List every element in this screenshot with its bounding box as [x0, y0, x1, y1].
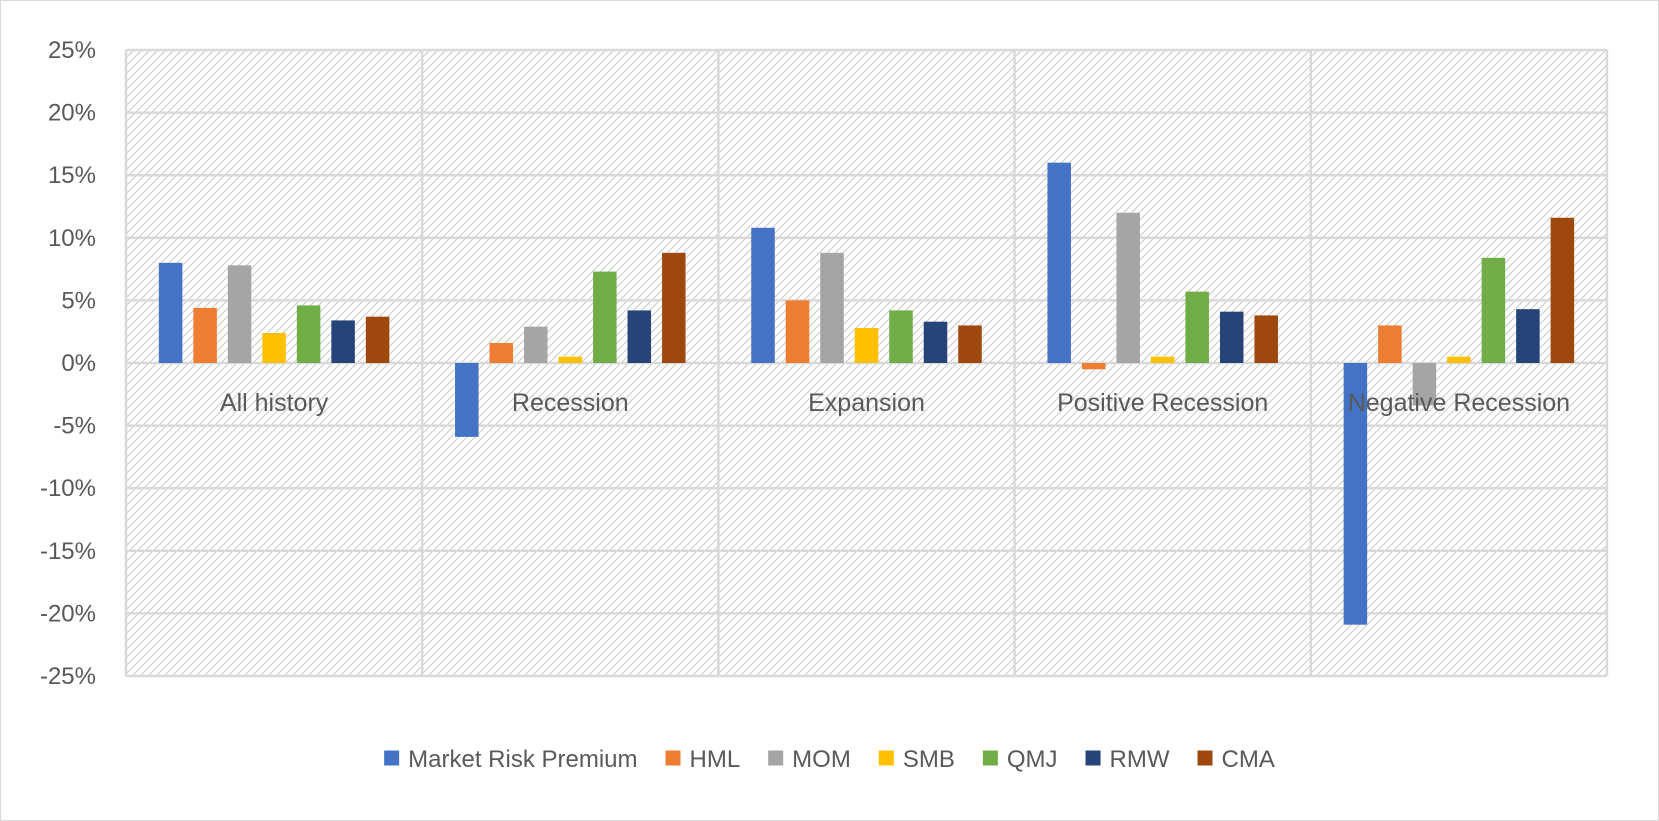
- bar: [751, 227, 775, 363]
- bar: [524, 326, 548, 363]
- y-tick-label: -5%: [53, 413, 96, 440]
- category-labels: All history Recession Expansion Positive Re…: [220, 389, 1570, 417]
- legend-label: Market Risk Premium: [408, 746, 637, 773]
- legend-label: MOM: [792, 746, 851, 773]
- bar: [1343, 363, 1368, 625]
- bars: [158, 162, 1575, 625]
- bar: [1412, 363, 1437, 406]
- y-tick-label: 10%: [48, 225, 96, 252]
- bar: [1481, 257, 1506, 363]
- y-tick-label: -15%: [40, 538, 96, 565]
- bar: [854, 327, 879, 363]
- bar: [1447, 356, 1471, 363]
- category-label: Expansion: [808, 389, 925, 417]
- bar: [455, 363, 479, 437]
- legend-swatch: [1197, 750, 1213, 766]
- bar: [958, 325, 982, 363]
- bar: [193, 307, 217, 363]
- bar: [262, 332, 286, 363]
- bar: [820, 252, 844, 363]
- category-label: Recession: [512, 389, 629, 417]
- legend-item: SMB: [878, 746, 955, 773]
- bar: [296, 305, 321, 363]
- legend-swatch: [665, 750, 681, 766]
- bar: [331, 320, 355, 363]
- y-tick-label: -25%: [40, 663, 96, 690]
- bar: [1219, 311, 1244, 363]
- bar: [1150, 356, 1175, 363]
- legend-swatch: [878, 750, 894, 766]
- bar: [365, 316, 390, 363]
- bar: [1254, 315, 1278, 363]
- bar: [1116, 212, 1140, 363]
- y-tick-label: -20%: [40, 600, 96, 627]
- legend-label: QMJ: [1007, 746, 1058, 773]
- bar: [889, 310, 913, 363]
- y-tick-label: -10%: [40, 475, 96, 502]
- legend-item: RMW: [1085, 746, 1170, 773]
- bar: [158, 262, 183, 363]
- bar: [923, 321, 948, 363]
- legend-item: CMA: [1197, 746, 1275, 773]
- bar: [785, 300, 810, 363]
- bar: [662, 252, 686, 363]
- y-tick-label: 0%: [61, 350, 96, 377]
- legend-label: SMB: [903, 746, 955, 773]
- category-label: Positive Recession: [1057, 389, 1268, 417]
- y-tick-label: 20%: [48, 100, 96, 127]
- legend-label: HML: [690, 746, 741, 773]
- bar: [558, 356, 583, 363]
- bar: [1047, 162, 1071, 363]
- legend-label: RMW: [1110, 746, 1170, 773]
- y-tick-label: 5%: [61, 287, 96, 314]
- legend: Market Risk Premium HML MOM SMB QMJ RMW CMA: [384, 746, 1275, 773]
- legend-item: HML: [665, 746, 741, 773]
- category-label: All history: [220, 389, 329, 417]
- y-tick-label: 25%: [48, 37, 96, 64]
- bar: [1081, 363, 1106, 370]
- legend-swatch: [982, 750, 998, 766]
- bar: [227, 265, 252, 363]
- bar: [1378, 325, 1402, 363]
- legend-item: QMJ: [982, 746, 1058, 773]
- legend-label: CMA: [1222, 746, 1275, 773]
- bar: [593, 271, 617, 363]
- legend-item: MOM: [768, 746, 851, 773]
- category-label: Negative Recession: [1348, 389, 1570, 417]
- legend-swatch: [384, 750, 400, 766]
- legend-item: Market Risk Premium: [384, 746, 638, 773]
- bar: [1185, 291, 1209, 363]
- bar: [489, 342, 514, 363]
- legend-swatch: [768, 750, 784, 766]
- y-tick-label: 15%: [48, 162, 96, 189]
- bar: [1516, 309, 1540, 363]
- bar: [1550, 217, 1575, 363]
- bar: [627, 310, 652, 363]
- legend-swatch: [1085, 750, 1101, 766]
- y-axis: 25% 20% 15% 10% 5% 0% -5% -10% -15% -20% -25%: [40, 37, 96, 690]
